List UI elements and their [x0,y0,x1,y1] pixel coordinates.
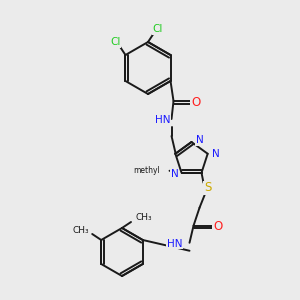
Text: O: O [213,220,222,233]
Text: Cl: Cl [110,37,121,47]
Text: CH₃: CH₃ [136,214,152,223]
Text: N: N [212,149,219,159]
Text: N: N [196,135,203,145]
Text: CH₃: CH₃ [73,226,89,235]
Text: HN: HN [167,239,182,249]
Text: N: N [171,169,178,179]
Text: methyl: methyl [133,166,160,175]
Text: HN: HN [155,115,170,125]
Text: O: O [191,95,200,109]
Text: S: S [204,181,211,194]
Text: Cl: Cl [153,24,163,34]
